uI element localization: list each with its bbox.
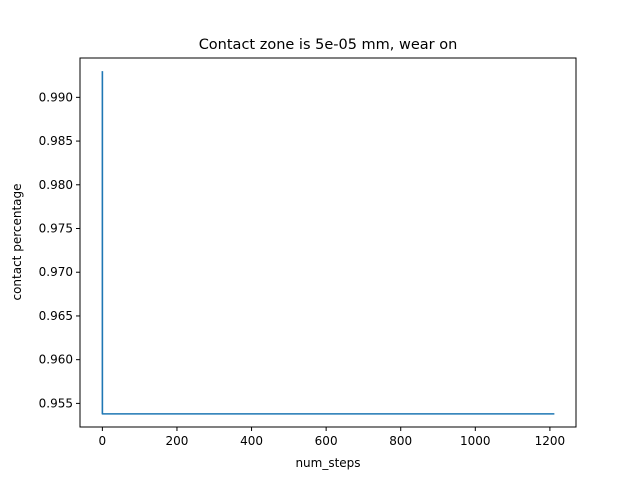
- y-axis-label: contact percentage: [10, 183, 24, 300]
- series-line-0: [101, 71, 555, 415]
- y-tick-label: 0.965: [39, 309, 73, 323]
- x-tick-label: 400: [240, 434, 263, 448]
- y-axis: 0.955 0.960 0.965 0.970 0.975 0.980 0.985 0.990: [39, 90, 80, 410]
- x-tick-label: 600: [315, 434, 338, 448]
- y-tick-label: 0.980: [39, 178, 73, 192]
- x-axis: 0 200 400 600 800 1000 1200: [99, 427, 566, 448]
- x-tick-label: 1000: [460, 434, 491, 448]
- plot-area: [101, 71, 555, 415]
- y-tick-label: 0.985: [39, 134, 73, 148]
- x-tick-label: 200: [166, 434, 189, 448]
- y-tick-label: 0.960: [39, 353, 73, 367]
- y-tick-label: 0.990: [39, 90, 73, 104]
- y-tick-label: 0.975: [39, 222, 73, 236]
- plot-frame: [79, 57, 577, 428]
- y-tick-label: 0.970: [39, 265, 73, 279]
- x-tick-label: 1200: [535, 434, 566, 448]
- x-tick-label: 0: [99, 434, 107, 448]
- y-tick-label: 0.955: [39, 396, 73, 410]
- chart-title: Contact zone is 5e-05 mm, wear on: [199, 37, 458, 53]
- x-tick-label: 800: [389, 434, 412, 448]
- x-axis-label: num_steps: [295, 456, 360, 470]
